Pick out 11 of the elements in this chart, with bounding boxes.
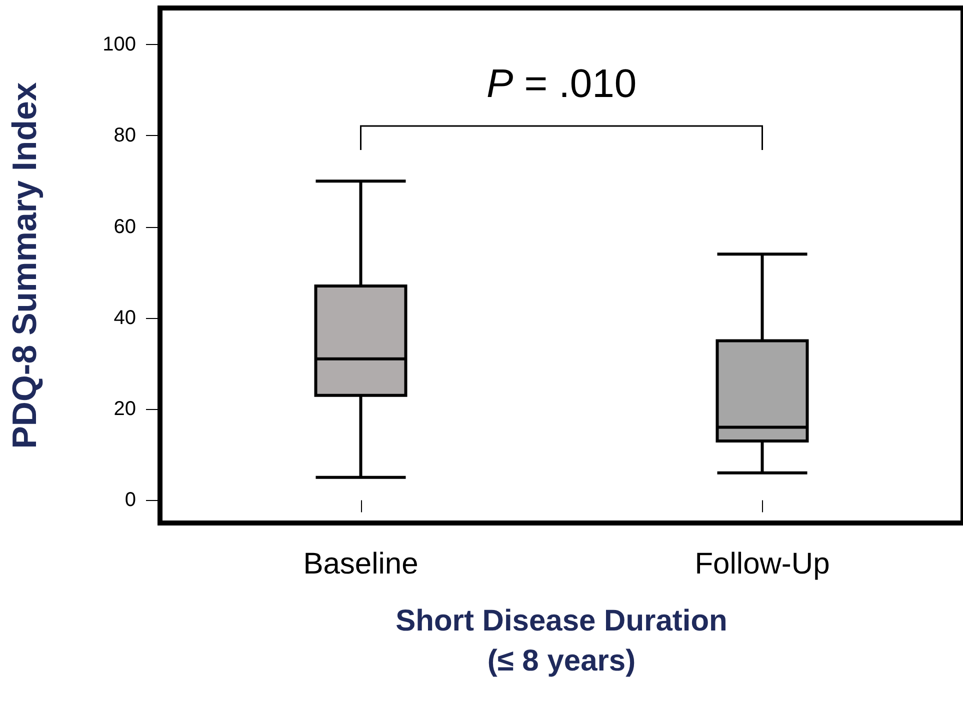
y-tick-label: 80 — [114, 124, 136, 147]
y-tick-label: 60 — [114, 216, 136, 238]
x-tick-label: Follow-Up — [694, 548, 830, 580]
x-axis-title: Short Disease Duration (≤ 8 years) — [396, 604, 728, 678]
y-tick-label: 40 — [114, 306, 136, 329]
x-tick-label: Baseline — [303, 548, 418, 580]
y-axis-title: PDQ-8 Summary Index — [6, 82, 44, 449]
annotation: P = .010 — [486, 62, 637, 106]
y-tick-label: 20 — [114, 398, 136, 420]
y-tick-label: 0 — [124, 489, 136, 512]
y-tick-label: 100 — [102, 33, 136, 56]
